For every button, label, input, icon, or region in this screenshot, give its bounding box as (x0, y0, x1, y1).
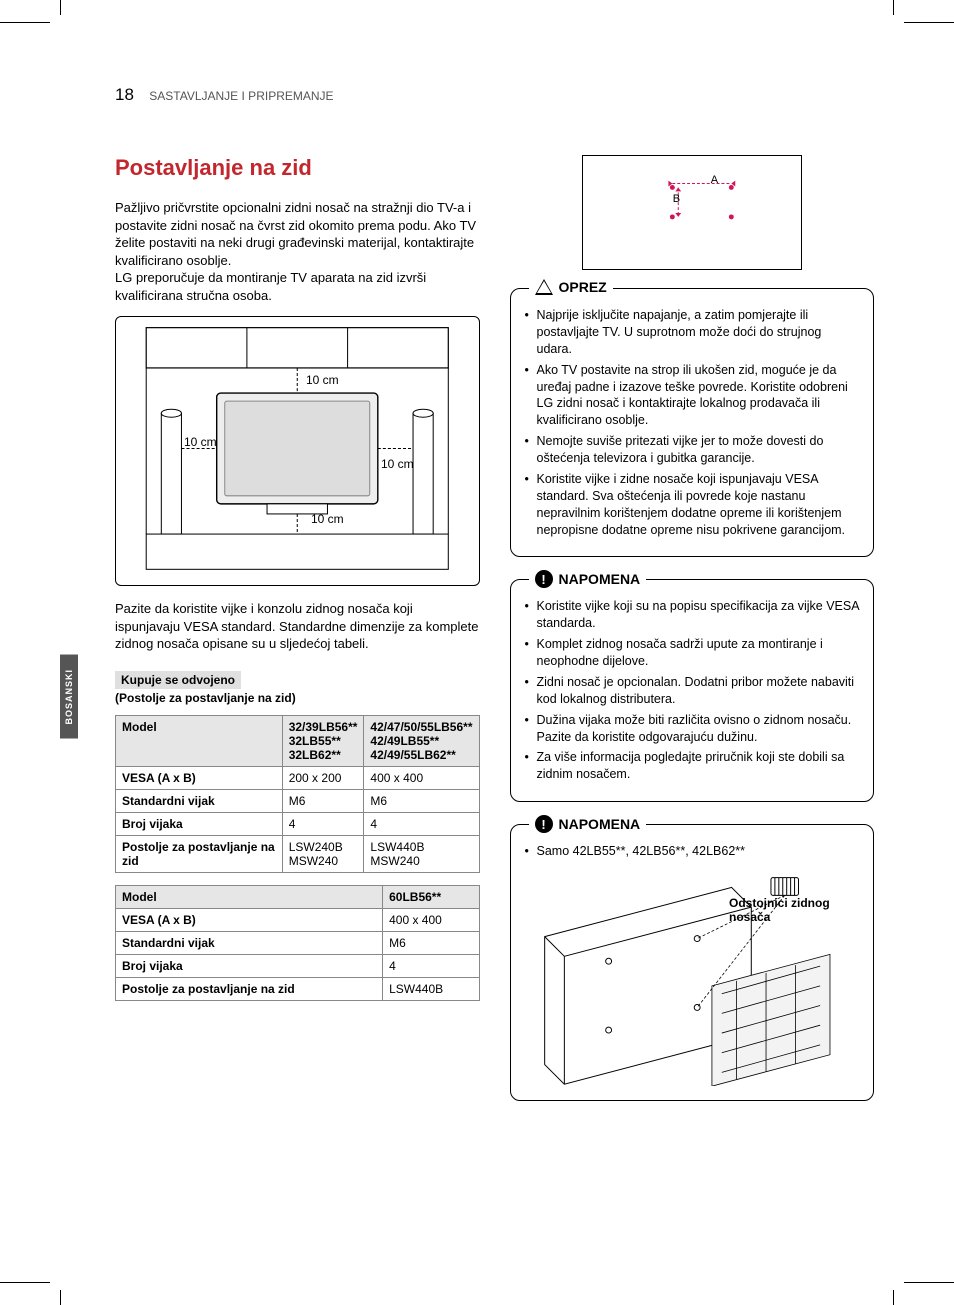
section-title: SASTAVLJANJE I PRIPREMANJE (149, 89, 333, 103)
purchase-tag: Kupuje se odvojeno (115, 671, 241, 689)
spec-table-1: Model32/39LB56** 32LB55** 32LB62**42/47/… (115, 715, 480, 873)
caution-item: Ako TV postavite na strop ili ukošen zid… (525, 362, 860, 430)
note-item: Zidni nosač je opcionalan. Dodatni pribo… (525, 674, 860, 708)
note-title: NAPOMENA (559, 816, 641, 832)
note-item: Komplet zidnog nosača sadrži upute za mo… (525, 636, 860, 670)
vesa-paragraph: Pazite da koristite vijke i konzolu zidn… (115, 600, 480, 653)
right-column: A B ! OPREZ Najprije isključite napajanj… (510, 155, 875, 1123)
caution-item: Nemojte suviše pritezati vijke jer to mo… (525, 433, 860, 467)
page-title: Postavljanje na zid (115, 155, 480, 181)
vesa-b-label: B (673, 193, 680, 205)
caution-box: ! OPREZ Najprije isključite napajanje, a… (510, 288, 875, 557)
note-item: Samo 42LB55**, 42LB56**, 42LB62** (525, 843, 860, 860)
page-header: 18 SASTAVLJANJE I PRIPREMANJE (115, 85, 874, 105)
note-box-1: ! NAPOMENA Koristite vijke koji su na po… (510, 579, 875, 802)
spec-table-2: Model60LB56** VESA (A x B)400 x 400 Stan… (115, 885, 480, 1001)
clearance-diagram: 10 cm 10 cm 10 cm 10 cm (115, 316, 480, 586)
purchase-subtitle: (Postolje za postavljanje na zid) (115, 691, 480, 705)
info-icon: ! (535, 570, 553, 588)
note-title: NAPOMENA (559, 571, 641, 587)
info-icon: ! (535, 815, 553, 833)
dim-bottom: 10 cm (311, 512, 344, 526)
dim-top: 10 cm (306, 373, 339, 387)
page-number: 18 (115, 85, 134, 104)
caution-item: Najprije isključite napajanje, a zatim p… (525, 307, 860, 358)
language-tab: BOSANSKI (60, 655, 78, 739)
dim-right: 10 cm (381, 457, 414, 471)
caution-title: OPREZ (559, 279, 607, 295)
spacer-label: Odstojnici zidnog nosača (729, 896, 849, 924)
note-item: Koristite vijke koji su na popisu specif… (525, 598, 860, 632)
vesa-a-label: A (711, 174, 718, 186)
warning-icon: ! (535, 279, 553, 295)
dim-left: 10 cm (184, 435, 217, 449)
intro-paragraph: Pažljivo pričvrstite opcionalni zidni no… (115, 199, 480, 304)
note-item: Dužina vijaka može biti različita ovisno… (525, 712, 860, 746)
vesa-ab-diagram: A B (582, 155, 802, 270)
note-box-2: ! NAPOMENA Samo 42LB55**, 42LB56**, 42LB… (510, 824, 875, 1101)
left-column: Postavljanje na zid Pažljivo pričvrstite… (115, 155, 480, 1123)
spacer-diagram: Odstojnici zidnog nosača (525, 866, 860, 1086)
caution-item: Koristite vijke i zidne nosače koji ispu… (525, 471, 860, 539)
note-item: Za više informacija pogledajte priručnik… (525, 749, 860, 783)
